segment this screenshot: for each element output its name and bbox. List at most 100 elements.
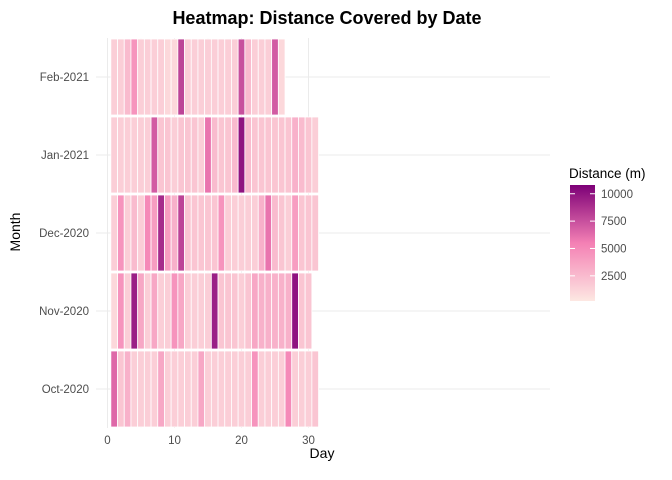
heatmap-tile — [311, 350, 319, 428]
heatmap-tile — [190, 194, 199, 272]
heatmap-tile — [117, 350, 125, 428]
legend-color-bar — [570, 185, 595, 301]
heatmap-tile — [210, 194, 219, 272]
heatmap-tile — [251, 38, 259, 116]
heatmap-tile — [164, 194, 172, 272]
heatmap-tile — [271, 350, 279, 428]
heatmap-tile — [224, 116, 232, 194]
heatmap-tile — [271, 116, 279, 194]
heatmap-tile — [291, 116, 299, 194]
y-axis-title: Month — [7, 213, 23, 252]
heatmap-tile — [177, 38, 185, 116]
y-tick-label: Dec-2020 — [39, 228, 89, 240]
heatmap-tile — [157, 272, 165, 350]
heatmap-tile — [117, 194, 125, 272]
heatmap-tile — [137, 272, 145, 350]
heatmap-tile — [244, 38, 252, 116]
heatmap-tile — [284, 116, 293, 194]
heatmap-tile — [277, 194, 286, 272]
heatmap-tile — [164, 272, 172, 350]
chart-title: Heatmap: Distance Covered by Date — [172, 8, 481, 28]
heatmap-tile — [277, 272, 286, 350]
heatmap-tile — [170, 116, 179, 194]
heatmap-tile — [264, 116, 273, 194]
heatmap-tile — [237, 194, 246, 272]
heatmap-tile — [277, 38, 286, 116]
heatmap-tile — [291, 194, 299, 272]
heatmap-tile — [204, 194, 212, 272]
heatmap-tile — [257, 116, 266, 194]
heatmap-tile — [137, 350, 145, 428]
heatmap-tile — [257, 194, 266, 272]
heatmap-tile — [264, 272, 273, 350]
heatmap-tile — [224, 350, 232, 428]
heatmap-tile — [291, 350, 299, 428]
heatmap-tile — [110, 350, 118, 428]
heatmap-tile — [224, 194, 232, 272]
heatmap-tile — [284, 272, 293, 350]
heatmap-tile — [304, 194, 313, 272]
heatmap-tile — [217, 272, 226, 350]
heatmap-tile — [177, 350, 185, 428]
heatmap-tile — [123, 38, 132, 116]
heatmap-tile — [190, 116, 199, 194]
heatmap-tile — [170, 272, 179, 350]
heatmap-tile — [150, 272, 159, 350]
heatmap-tile — [150, 194, 159, 272]
heatmap-tile — [170, 38, 179, 116]
heatmap-tile — [284, 194, 293, 272]
heatmap-tile — [150, 350, 159, 428]
heatmap-tile — [130, 350, 139, 428]
legend-label: 7500 — [601, 216, 627, 228]
heatmap-tile — [237, 272, 246, 350]
y-tick-label: Feb-2021 — [40, 72, 89, 84]
heatmap-tile — [224, 38, 232, 116]
heatmap-tile — [244, 194, 252, 272]
legend-label: 2500 — [601, 271, 627, 283]
heatmap-tile — [150, 116, 159, 194]
heatmap-tile — [117, 272, 125, 350]
heatmap-tile — [251, 350, 259, 428]
heatmap-tile — [271, 194, 279, 272]
heatmap-tile — [164, 116, 172, 194]
heatmap-tile — [204, 116, 212, 194]
x-tick-label: 20 — [235, 435, 248, 447]
heatmap-tile — [117, 38, 125, 116]
heatmap-tile — [257, 272, 266, 350]
legend-label: 10000 — [601, 189, 633, 201]
legend-ticks: 2500 5000 7500 10000 — [570, 189, 633, 283]
heatmap-tile — [143, 116, 152, 194]
heatmap-tile — [177, 116, 185, 194]
x-tick-label: 30 — [302, 435, 315, 447]
heatmap-tile — [244, 272, 252, 350]
heatmap-tile — [197, 38, 206, 116]
x-axis-title: Day — [310, 445, 335, 461]
heatmap-tile — [244, 350, 252, 428]
heatmap-tile — [251, 272, 259, 350]
y-axis-ticks: Oct-2020 Nov-2020 Dec-2020 Jan-2021 Feb-2021 — [39, 72, 89, 396]
heatmap-tile — [130, 194, 139, 272]
heatmap-tile — [190, 272, 199, 350]
heatmap-tile — [298, 272, 306, 350]
heatmap-tile — [204, 350, 212, 428]
heatmap-tile — [210, 116, 219, 194]
heatmap-tile — [130, 272, 139, 350]
y-tick-label: Oct-2020 — [42, 384, 89, 396]
heatmap-tile — [170, 194, 179, 272]
x-axis-ticks: 0 10 20 30 — [104, 435, 315, 447]
heatmap-tile — [251, 116, 259, 194]
heatmap-tile — [217, 38, 226, 116]
heatmap-tile — [264, 350, 273, 428]
heatmap-tile — [123, 272, 132, 350]
heatmap-tile — [150, 38, 159, 116]
heatmap-tile — [237, 38, 246, 116]
heatmap-tile — [271, 38, 279, 116]
heatmap-tile — [157, 350, 165, 428]
heatmap-tile — [237, 116, 246, 194]
heatmap-tile — [264, 194, 273, 272]
heatmap-tile — [277, 116, 286, 194]
heatmap-tile — [184, 194, 192, 272]
heatmap-tile — [304, 350, 313, 428]
heatmap-tile — [257, 38, 266, 116]
